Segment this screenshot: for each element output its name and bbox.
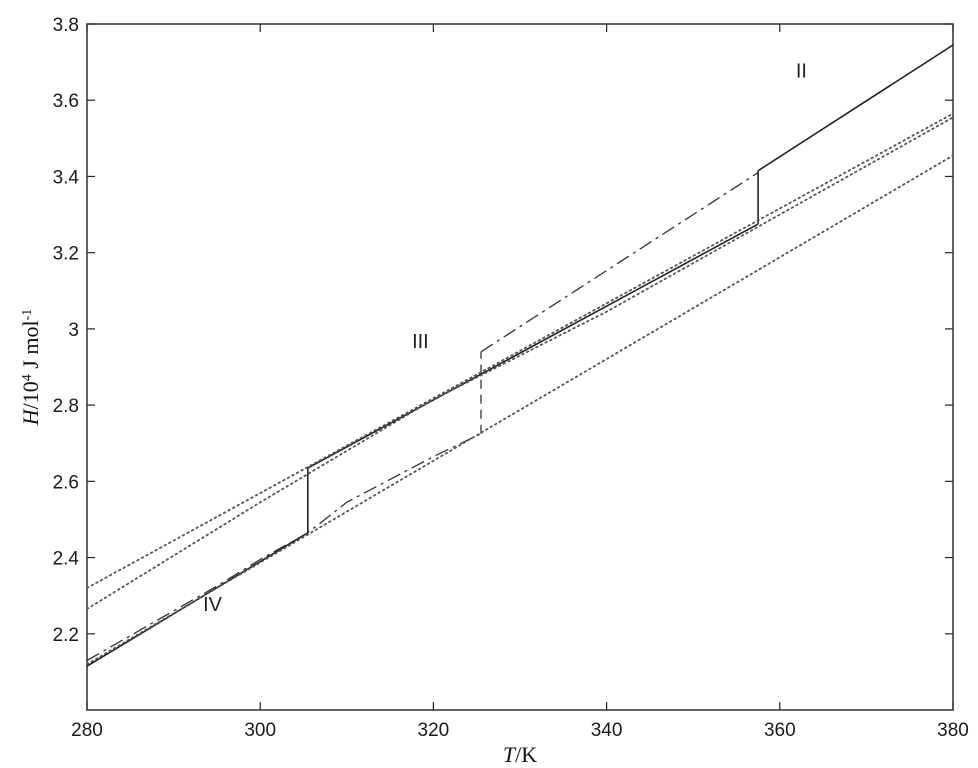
x-tick-label: 340 [591, 720, 623, 741]
y-tick-label: 3.8 [53, 15, 79, 36]
x-axis-title: T/K [503, 742, 537, 767]
series-line-dotted [86, 116, 954, 610]
series-segment [86, 112, 954, 589]
x-tick-label: 300 [244, 720, 276, 741]
series-segment [86, 532, 309, 667]
y-tick-label: 2.4 [53, 549, 80, 570]
series-segment [307, 223, 759, 469]
y-tick-label: 3.6 [53, 91, 79, 112]
data-series [86, 44, 954, 667]
series-segment [86, 116, 954, 610]
y-tick-label: 2.6 [53, 472, 79, 493]
x-tick-label: 320 [418, 720, 450, 741]
y-tick-label: 2.8 [53, 396, 79, 417]
region-label-ii: II [796, 60, 807, 82]
series-segment [86, 154, 954, 666]
y-tick-label: 3 [68, 320, 79, 341]
series-line-dotted [86, 112, 954, 589]
tick-marks [86, 23, 954, 710]
series-line-solid [86, 44, 954, 667]
tick-labels: 280 300 320 340 360 380 2.2 2.4 2.6 2.8 3 3.2 3.4 3.6… [53, 15, 969, 741]
y-axis-title: H/104 J mol-1 [18, 309, 43, 426]
region-label-iii: III [412, 331, 429, 353]
x-tick-label: 280 [71, 720, 103, 741]
series-segment [757, 44, 954, 172]
x-tick-label: 380 [937, 720, 969, 741]
series-segment [86, 433, 482, 662]
series-segment [480, 172, 759, 353]
y-tick-label: 3.2 [53, 244, 79, 265]
x-tick-label: 360 [764, 720, 796, 741]
plot-frame [86, 23, 954, 711]
series-line-dashdot [86, 172, 759, 662]
series-line-dotted [86, 154, 954, 666]
y-tick-label: 3.4 [53, 167, 80, 188]
y-tick-label: 2.2 [53, 625, 79, 646]
region-label-iv: IV [203, 594, 223, 616]
